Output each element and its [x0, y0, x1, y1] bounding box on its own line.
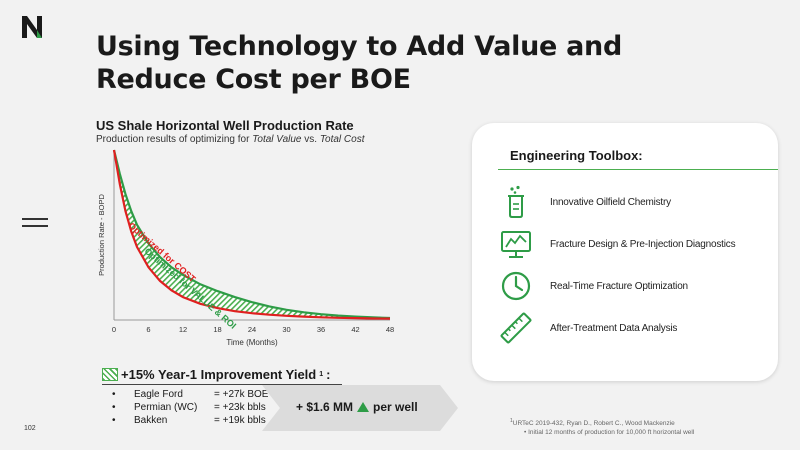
- series-label-value: Optimized for VALUE & ROI: [143, 246, 238, 331]
- x-tick-label: 0: [112, 325, 116, 334]
- page-number: 102: [24, 425, 36, 432]
- toolbox-item: Real-Time Fracture Optimization: [498, 268, 688, 304]
- improvement-area: [114, 150, 390, 319]
- chart-title: US Shale Horizontal Well Production Rate: [96, 118, 354, 133]
- toolbox-item: Innovative Oilfield Chemistry: [498, 184, 671, 220]
- x-tick-label: 30: [282, 325, 290, 334]
- basin-list: • Eagle Ford = +27k BOE • Permian (WC) =…: [112, 388, 268, 427]
- x-tick-label: 42: [351, 325, 359, 334]
- toolbox-item-label: Fracture Design & Pre-Injection Diagnost…: [550, 238, 736, 250]
- slide-title: Using Technology to Add Value and Reduce…: [96, 31, 622, 95]
- series-line-cost: [112, 149, 391, 320]
- x-axis-label: Time (Months): [226, 338, 278, 347]
- toolbox-item: Fracture Design & Pre-Injection Diagnost…: [498, 226, 736, 262]
- list-item: • Eagle Ford = +27k BOE: [112, 389, 269, 400]
- monitor-chart-icon: [501, 231, 531, 258]
- company-logo: [22, 16, 42, 38]
- toolbox-item-label: After-Treatment Data Analysis: [550, 322, 678, 334]
- up-triangle-icon: [357, 402, 370, 412]
- list-item: • Bakken = +19k bbls: [112, 415, 266, 426]
- chart-subtitle: Production results of optimizing for Tot…: [96, 134, 365, 145]
- x-tick-label: 36: [317, 325, 325, 334]
- chemistry-icon: [508, 185, 524, 218]
- decorative-line: [22, 218, 48, 220]
- toolbox-item-label: Real-Time Fracture Optimization: [550, 280, 688, 292]
- hatch-legend-swatch: [102, 368, 118, 381]
- x-tick-label: 12: [179, 325, 187, 334]
- toolbox-item-label: Innovative Oilfield Chemistry: [550, 196, 671, 208]
- clock-icon: [501, 271, 531, 301]
- ruler-icon: [500, 312, 532, 344]
- x-tick-label: 6: [146, 325, 150, 334]
- x-tick-label: 24: [248, 325, 256, 334]
- toolbox-title: Engineering Toolbox:: [510, 148, 643, 163]
- x-tick-label: 48: [386, 325, 394, 334]
- series-line-value: [112, 149, 391, 320]
- decorative-line: [22, 225, 48, 227]
- production-rate-chart: Optimized for VALUE & ROI Optimized for …: [97, 149, 394, 347]
- toolbox-divider: [498, 169, 778, 170]
- savings-callout: + $1.6 MM per well: [296, 400, 418, 414]
- divider: [102, 384, 342, 385]
- improvement-headline: +15% Year-1 Improvement Yield 1:: [102, 367, 330, 382]
- footnote: 1URTeC 2019-432, Ryan D., Robert C., Woo…: [510, 418, 695, 437]
- x-tick-label: 18: [213, 325, 221, 334]
- y-axis-label: Production Rate - BOPD: [97, 194, 106, 276]
- toolbox-item: After-Treatment Data Analysis: [498, 310, 677, 346]
- list-item: • Permian (WC) = +23k bbls: [112, 402, 266, 413]
